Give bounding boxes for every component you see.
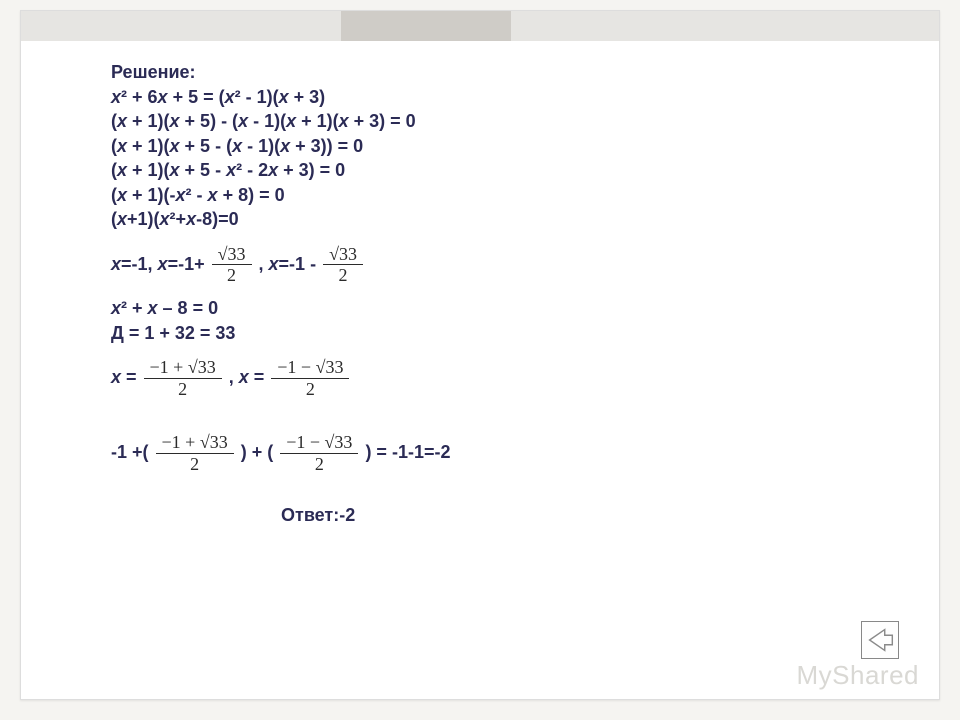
- heading: Решение:: [111, 61, 899, 84]
- solution-content: Решение: x² + 6x + 5 = (x² - 1)(x + 3) (…: [111, 61, 899, 528]
- fraction-x2: −1 − √332: [271, 358, 349, 399]
- sum-line: -1 +( −1 + √332 ) + ( −1 − √332 ) = -1-1…: [111, 433, 899, 474]
- fraction-x1: −1 + √332: [144, 358, 222, 399]
- topbar-accent: [341, 11, 511, 41]
- line-6: (x+1)(x²+x-8)=0: [111, 208, 899, 231]
- roots-line: x=-1, x=-1+ √332 , x=-1 - √332: [111, 245, 899, 286]
- watermark: MyShared: [797, 660, 920, 691]
- fraction-sum2: −1 − √332: [280, 433, 358, 474]
- nav-back-button[interactable]: [861, 621, 899, 659]
- answer: Ответ:-2: [281, 504, 899, 527]
- arrow-left-icon: [862, 622, 898, 658]
- discriminant: Д = 1 + 32 = 33: [111, 322, 899, 345]
- line-5: (x + 1)(-x² - x + 8) = 0: [111, 184, 899, 207]
- line-4: (x + 1)(x + 5 - x² - 2x + 3) = 0: [111, 159, 899, 182]
- topbar: [21, 11, 939, 41]
- line-1: x² + 6x + 5 = (x² - 1)(x + 3): [111, 86, 899, 109]
- x-values: x = −1 + √332 , x = −1 − √332: [111, 358, 899, 399]
- line-2: (x + 1)(x + 5) - (x - 1)(x + 1)(x + 3) =…: [111, 110, 899, 133]
- quad-eq: x² + x – 8 = 0: [111, 297, 899, 320]
- line-3: (x + 1)(x + 5 - (x - 1)(x + 3)) = 0: [111, 135, 899, 158]
- fraction-1: √332: [212, 245, 252, 286]
- fraction-sum1: −1 + √332: [156, 433, 234, 474]
- fraction-2: √332: [323, 245, 363, 286]
- slide: Решение: x² + 6x + 5 = (x² - 1)(x + 3) (…: [20, 10, 940, 700]
